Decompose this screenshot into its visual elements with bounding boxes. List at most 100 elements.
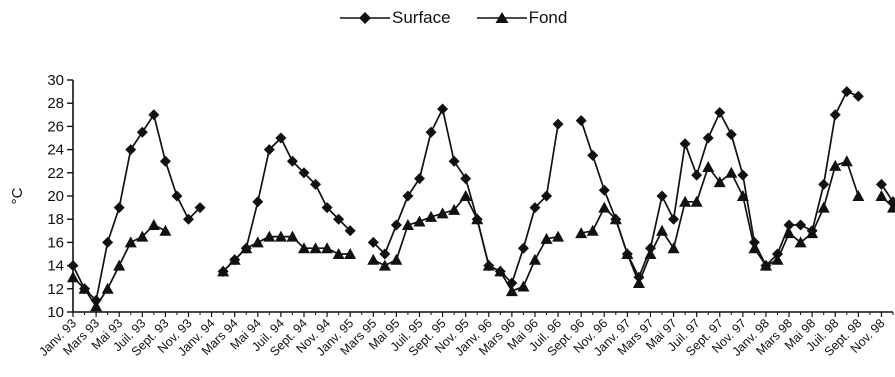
data-point-surface <box>182 213 194 225</box>
data-point-fond <box>448 203 461 215</box>
data-point-surface <box>587 149 599 161</box>
data-point-fond <box>344 248 357 259</box>
y-tick-label: 16 <box>47 234 64 251</box>
data-point-fond <box>667 242 680 254</box>
legend-label-surface: Surface <box>392 8 451 27</box>
data-point-fond <box>471 213 484 225</box>
y-tick-label: 26 <box>47 118 64 135</box>
series-fond <box>67 155 895 312</box>
data-point-fond <box>817 201 830 213</box>
data-point-surface <box>148 109 160 121</box>
data-point-fond <box>367 253 380 265</box>
data-point-fond <box>332 248 345 259</box>
series-line-fond <box>372 194 559 293</box>
data-point-fond <box>840 155 853 167</box>
data-point-fond <box>401 219 414 230</box>
data-point-surface <box>136 126 148 138</box>
data-point-fond <box>251 236 264 248</box>
data-point-surface <box>402 190 414 202</box>
data-point-surface <box>656 190 668 202</box>
data-point-fond <box>621 248 634 259</box>
y-tick-label: 12 <box>47 281 64 298</box>
data-point-fond <box>794 236 807 248</box>
data-point-fond <box>378 259 391 271</box>
data-point-surface <box>125 144 137 156</box>
data-point-fond <box>494 265 507 277</box>
data-point-fond <box>413 215 426 227</box>
data-point-fond <box>702 161 715 172</box>
data-point-surface <box>725 129 737 141</box>
legend-triangle-marker-icon <box>476 12 527 23</box>
data-point-fond <box>78 282 91 294</box>
data-point-surface <box>379 248 391 260</box>
data-point-fond <box>67 271 79 283</box>
data-point-surface <box>113 202 125 214</box>
data-point-surface <box>194 202 206 214</box>
data-point-fond <box>286 230 299 242</box>
legend-diamond-marker-icon <box>340 12 390 24</box>
data-point-surface <box>668 213 680 225</box>
data-point-fond <box>274 230 287 242</box>
data-point-surface <box>252 196 264 208</box>
data-point-surface <box>390 219 402 231</box>
data-point-fond <box>505 285 518 297</box>
data-point-fond <box>540 232 553 244</box>
data-point-fond <box>459 190 472 201</box>
data-point-fond <box>90 300 103 312</box>
data-point-fond <box>656 224 669 236</box>
series-line-fond <box>222 235 351 273</box>
data-point-surface <box>413 173 425 185</box>
series-surface <box>67 86 895 306</box>
data-point-fond <box>586 224 599 236</box>
data-point-fond <box>725 166 738 178</box>
data-point-surface <box>102 236 114 248</box>
data-point-surface <box>263 144 275 156</box>
data-point-surface <box>575 115 587 127</box>
data-point-fond <box>517 280 530 292</box>
data-point-surface <box>159 155 171 167</box>
y-tick-label: 22 <box>47 165 64 182</box>
data-point-surface <box>425 126 437 138</box>
data-point-surface <box>795 219 807 231</box>
data-point-fond <box>690 195 703 207</box>
y-tick-label: 24 <box>47 142 64 159</box>
data-point-surface <box>852 90 864 102</box>
data-point-fond <box>147 219 160 230</box>
data-point-fond <box>228 253 241 265</box>
data-point-fond <box>771 253 784 265</box>
data-point-fond <box>528 253 541 265</box>
data-point-surface <box>783 219 795 231</box>
legend-label-fond: Fond <box>528 8 568 27</box>
data-point-fond <box>632 277 645 288</box>
data-point-fond <box>713 176 726 188</box>
data-point-surface <box>529 202 541 214</box>
data-point-surface <box>679 138 691 150</box>
y-tick-label: 14 <box>47 258 64 275</box>
data-point-fond <box>759 259 772 271</box>
data-point-fond <box>875 190 888 201</box>
data-point-surface <box>298 167 310 179</box>
y-tick-label: 20 <box>47 188 64 205</box>
data-point-surface <box>714 106 726 118</box>
data-point-fond <box>748 242 761 254</box>
data-point-surface <box>541 190 553 202</box>
data-point-surface <box>517 242 529 254</box>
legend-item-surface: Surface <box>340 8 451 28</box>
data-point-surface <box>67 260 79 272</box>
data-point-fond <box>309 242 322 254</box>
data-point-fond <box>159 224 172 236</box>
data-point-surface <box>737 169 749 181</box>
series-line-surface <box>72 112 201 303</box>
data-point-fond <box>736 190 749 201</box>
data-point-fond <box>679 195 692 207</box>
data-point-surface <box>275 132 287 144</box>
data-point-surface <box>691 169 703 181</box>
data-point-fond <box>263 230 276 242</box>
data-point-fond <box>113 259 126 271</box>
data-point-fond <box>644 248 657 259</box>
y-tick-label: 18 <box>47 211 64 228</box>
data-point-fond <box>552 230 565 242</box>
y-axis-title: °C <box>9 187 26 204</box>
data-point-fond <box>829 159 842 171</box>
